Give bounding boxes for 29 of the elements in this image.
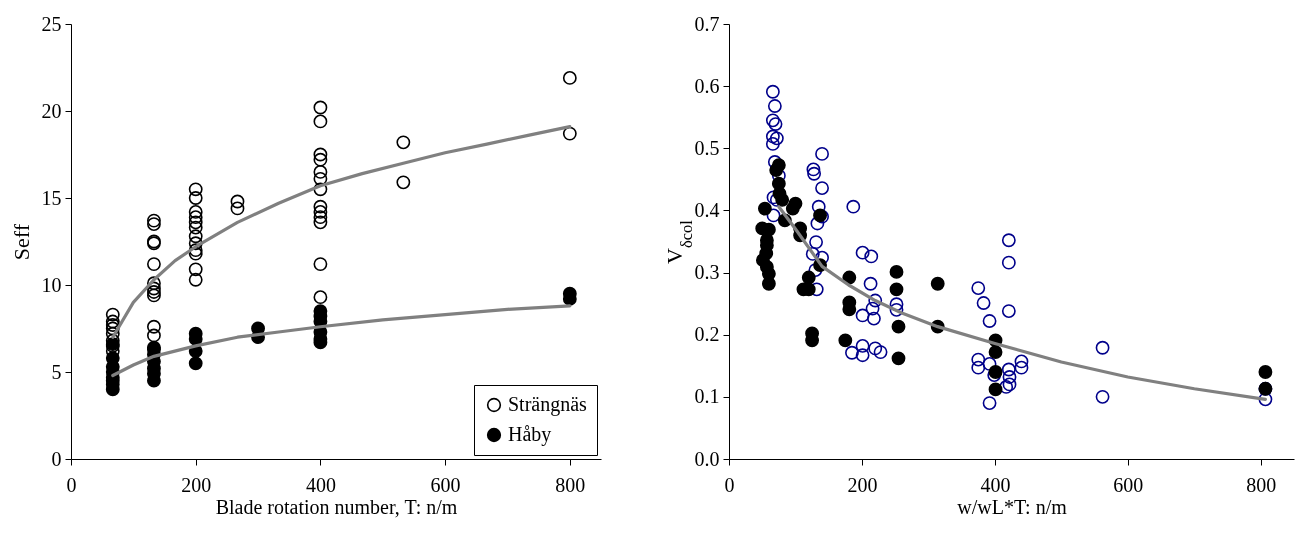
x-tick-label: 400	[305, 473, 336, 496]
y-tick-label: 15	[41, 186, 62, 209]
legend-label: Strängnäs	[508, 393, 588, 416]
x-axis-title: w/wL*T: n/m	[957, 495, 1068, 518]
x-tick-label: 400	[980, 473, 1011, 496]
x-tick-label: 200	[181, 473, 212, 496]
y-tick-label: 5	[51, 360, 62, 383]
y-tick-label: 20	[41, 99, 62, 122]
y-tick-label: 0.5	[694, 136, 720, 159]
x-tick-label: 800	[1246, 473, 1277, 496]
y-tick-label: 0.7	[694, 12, 720, 35]
y-tick-label: 0.4	[694, 198, 720, 221]
y-tick-label: 0	[51, 447, 62, 470]
y-tick-label: 0.2	[694, 323, 720, 346]
y-tick-label: 0.1	[694, 385, 720, 408]
y-axis-title: Seff	[8, 223, 34, 261]
legend-label: Håby	[508, 423, 552, 446]
y-tick-label: 25	[41, 12, 62, 35]
x-tick-label: 0	[724, 473, 735, 496]
y-tick-label: 0.0	[694, 447, 720, 470]
x-tick-label: 800	[555, 473, 586, 496]
x-tick-label: 0	[66, 473, 77, 496]
x-axis-title: Blade rotation number, T: n/m	[215, 495, 458, 518]
y-tick-label: 0.6	[694, 74, 720, 97]
x-tick-label: 600	[430, 473, 461, 496]
x-tick-label: 200	[847, 473, 878, 496]
y-tick-label: 10	[41, 273, 62, 296]
y-tick-label: 0.3	[694, 261, 720, 284]
x-tick-label: 600	[1113, 473, 1144, 496]
